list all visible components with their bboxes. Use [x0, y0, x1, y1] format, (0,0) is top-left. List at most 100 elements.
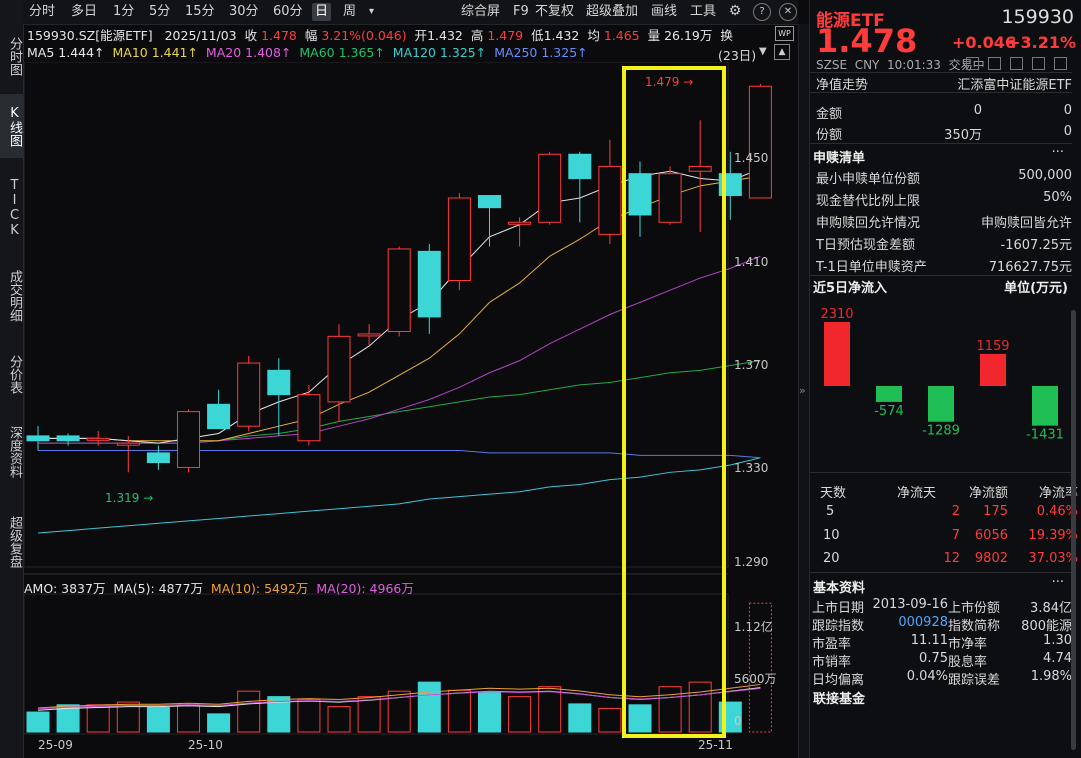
sidebar-item-replay[interactable]: 超级复盘 [7, 516, 22, 568]
linked-fund-title[interactable]: 联接基金 [813, 692, 866, 707]
candle-body [387, 248, 411, 332]
edit-icon[interactable] [1032, 57, 1045, 70]
volume-bar [177, 704, 200, 733]
fund-price: 1.478 [816, 22, 918, 60]
tool-tools[interactable]: 工具 [690, 4, 717, 19]
close-icon[interactable]: ✕ [779, 3, 797, 21]
period-fenshi[interactable]: 分时 [29, 4, 56, 19]
flow-title: 近5日净流入 [813, 281, 888, 296]
ma-legend: MA5 1.444↑ MA10 1.441↑ MA20 1.408↑ MA60 … [27, 45, 588, 60]
collapse-chevron-icon[interactable]: » [799, 384, 806, 397]
ma250-line [37, 457, 761, 534]
subscribe-more-icon[interactable]: ··· [1051, 145, 1064, 160]
tool-overlay[interactable]: 超级叠加 [586, 4, 639, 19]
inflow-value: 2310 [820, 307, 853, 322]
candle-body [568, 153, 592, 180]
open-value: 1.432 [427, 28, 463, 43]
expand-icon[interactable]: ▲ [774, 44, 790, 60]
flow-col-amt: 净流额 [968, 486, 1008, 501]
flow-days-10: 10 [823, 528, 840, 543]
sidebar-item-trades[interactable]: 成交明细 [7, 270, 22, 322]
period-30min[interactable]: 30分 [229, 4, 259, 19]
splitter[interactable] [798, 24, 809, 758]
amo-legend: AMO: 3837万 [24, 581, 106, 596]
period-multiday[interactable]: 多日 [71, 4, 98, 19]
price-tick-3: 1.370 [734, 358, 769, 372]
candle-body [327, 335, 351, 403]
period-5min[interactable]: 5分 [149, 4, 171, 19]
currency: CNY [854, 58, 880, 72]
grid-icon[interactable] [1010, 57, 1023, 70]
volume-bar [568, 703, 592, 733]
sidebar-item-price-table[interactable]: 分价表 [7, 354, 22, 394]
change-label: 幅 [304, 28, 318, 43]
sidebar-item-kline[interactable]: K线图 [0, 94, 23, 158]
range-chevron-icon[interactable]: ▼ [759, 46, 767, 57]
volume-bar [207, 713, 231, 733]
vol-value: 26.19万 [664, 28, 713, 43]
candle-body [508, 221, 532, 225]
date-tick-1: 25-09 [38, 738, 73, 752]
period-15min[interactable]: 15分 [185, 4, 215, 19]
kline-chart[interactable] [24, 62, 794, 742]
candle-body [207, 403, 231, 430]
quote-date: 2025/11/03 [164, 28, 237, 43]
divider [810, 472, 1072, 473]
candle-body [658, 173, 682, 223]
layout-icon[interactable] [966, 57, 979, 70]
avg-label: 均 [587, 28, 600, 43]
arrow-right-icon: → [683, 75, 694, 89]
period-60min[interactable]: 60分 [273, 4, 303, 19]
inflow-bar [980, 353, 1006, 386]
turnover-label: 换 [720, 28, 733, 43]
fund-full-name: 汇添富中证能源ETF [957, 78, 1072, 93]
inflow-value: -1431 [1026, 428, 1064, 443]
tool-f9[interactable]: F9 [513, 4, 529, 19]
window-icon[interactable] [988, 57, 1001, 70]
shares-b: 0 [1063, 124, 1072, 139]
sidebar-item-tick[interactable]: TICK [7, 178, 22, 238]
nav-trend-link[interactable]: 净值走势 [816, 78, 869, 93]
help-icon[interactable]: ? [753, 3, 771, 21]
period-day[interactable]: 日 [312, 3, 332, 21]
sg-label-2: 现金替代比例上限 [816, 194, 921, 209]
basic-v1-4: 0.04% [906, 669, 948, 684]
period-more-chevron-icon[interactable]: ▾ [369, 6, 375, 17]
tool-draw[interactable]: 画线 [651, 4, 678, 19]
basic-l2-0: 上市份额 [948, 601, 1001, 616]
volume-bar [387, 690, 411, 733]
settings-gear-icon[interactable]: ⚙ [728, 3, 742, 19]
flow-rate-5: 0.46% [1036, 504, 1078, 519]
vol-label: 量 [647, 28, 661, 43]
period-week[interactable]: 周 [343, 4, 357, 19]
divider [810, 143, 1072, 144]
tool-composite[interactable]: 综合屏 [461, 4, 501, 19]
candle-body [146, 452, 170, 464]
volume-bar [237, 690, 261, 733]
flow-days-20: 20 [823, 551, 840, 566]
basic-v2-1: 800能源 [1021, 619, 1072, 634]
sidebar-item-fenshi[interactable]: 分时图 [7, 36, 22, 76]
settings-icon[interactable] [1054, 57, 1067, 70]
ma10-legend: MA10 1.441↑ [112, 45, 198, 60]
sg-value-3: 申购赎回皆允许 [980, 216, 1072, 231]
right-panel-scrollbar[interactable] [1071, 310, 1076, 750]
candle-body [357, 333, 381, 337]
basic-more-icon[interactable]: ··· [1051, 575, 1064, 590]
basic-l1-1: 跟踪指数 [812, 619, 865, 634]
flow-col-rate: 净流率 [1038, 486, 1078, 501]
divider [810, 275, 1072, 276]
inflow-value: -574 [874, 404, 904, 419]
basic-v1-1[interactable]: 000928 [898, 615, 948, 630]
wp-icon[interactable]: WP [775, 26, 794, 41]
range-label[interactable]: (23日) [718, 48, 757, 63]
sidebar-item-depth[interactable]: 深度资料 [7, 426, 22, 478]
flow-d-5: 2 [951, 504, 960, 519]
inflow-value: -1289 [922, 424, 960, 439]
tool-no-adjust[interactable]: 不复权 [535, 4, 575, 19]
vol-tick-2: 5600万 [734, 672, 777, 686]
close-value: 1.478 [261, 28, 297, 43]
period-1min[interactable]: 1分 [113, 4, 135, 19]
arrow-right-icon: → [143, 491, 154, 505]
fund-change-pct: +3.21% [1007, 33, 1076, 52]
